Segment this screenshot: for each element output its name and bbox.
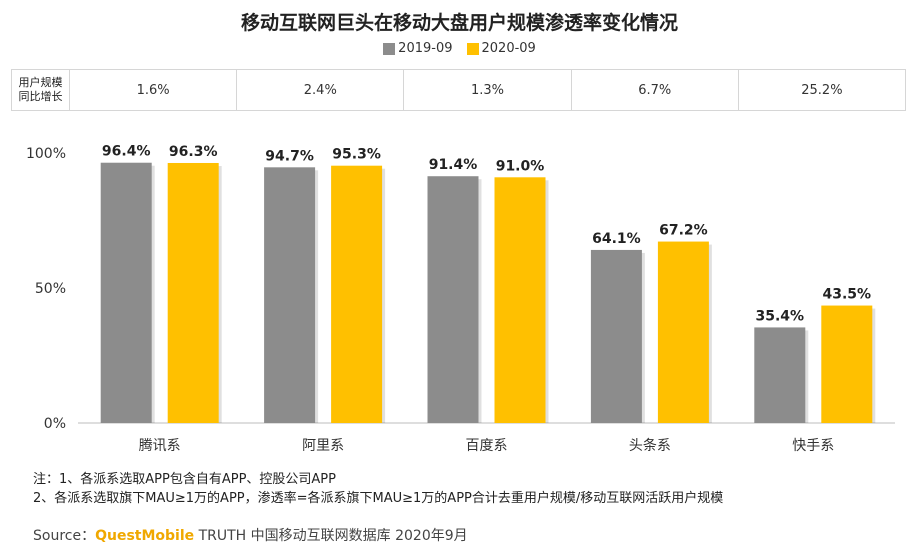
bar-2020-09 [821,305,873,423]
source-brand: QuestMobile [95,528,195,544]
legend-item-2019: 2019-09 [383,41,453,56]
legend-label-2020: 2020-09 [481,41,536,56]
data-label: 67.2% [659,223,708,239]
data-label: 91.4% [429,157,478,173]
bar-2019-09 [100,162,152,423]
data-label: 91.0% [496,158,545,174]
legend-swatch-2019 [383,42,396,55]
legend: 2019-09 2020-09 [0,41,919,56]
bar-2019-09 [590,249,642,423]
bar-2019-09 [754,327,806,423]
legend-swatch-2020 [466,42,479,55]
x-tick-label: 头条系 [629,437,671,454]
growth-cell-baidu: 1.3% [404,70,572,110]
y-tick-label: 50% [35,281,66,297]
growth-cell-tencent: 1.6% [70,70,238,110]
source-rest: TRUTH 中国移动互联网数据库 2020年9月 [194,528,468,544]
bar-2019-09 [427,176,479,423]
x-tick-label: 阿里系 [302,438,344,454]
footnote-1: 注：1、各派系选取APP包含自有APP、控股公司APP [33,472,336,487]
y-tick-label: 100% [26,146,66,162]
data-label: 64.1% [592,231,641,247]
x-tick-label: 快手系 [792,438,834,454]
legend-item-2020: 2020-09 [466,41,536,56]
x-tick-label: 百度系 [466,438,508,454]
chart-title: 移动互联网巨头在移动大盘用户规模渗透率变化情况 [240,12,678,34]
bar-2019-09 [264,167,316,423]
legend-label-2019: 2019-09 [398,41,453,56]
data-label: 35.4% [756,308,805,324]
footnotes: 注：1、各派系选取APP包含自有APP、控股公司APP 2、各派系选取旗下MAU… [33,470,723,508]
bar-2020-09 [167,162,219,424]
source-line: Source：QuestMobile TRUTH 中国移动互联网数据库 2020… [33,525,468,545]
y-tick-label: 0% [44,416,66,432]
data-label: 96.3% [169,144,218,160]
growth-table: 用户规模 同比增长 1.6% 2.4% 1.3% 6.7% 25.2% [11,69,906,111]
bar-2020-09 [657,241,709,423]
growth-cell-alibaba: 2.4% [237,70,405,110]
bar-2020-09 [494,177,546,423]
growth-table-header-line: 同比增长 [18,90,63,103]
growth-table-header: 用户规模 同比增长 [12,70,70,110]
source-prefix: Source： [33,528,96,544]
data-label: 43.5% [823,287,872,303]
x-tick-label: 腾讯系 [139,437,181,454]
growth-table-header-label: 用户规模 同比增长 [19,76,63,104]
growth-table-header-line: 用户规模 [18,76,63,89]
growth-cell-toutiao: 6.7% [572,70,739,110]
data-label: 94.7% [265,148,314,164]
bar-2020-09 [331,165,383,423]
growth-cell-kuaishou: 25.2% [801,82,843,98]
data-label: 96.4% [102,144,151,160]
footnote-2: 2、各派系选取旗下MAU≥1万的APP，渗透率=各派系旗下MAU≥1万的APP合… [33,491,724,506]
data-label: 95.3% [332,147,381,163]
